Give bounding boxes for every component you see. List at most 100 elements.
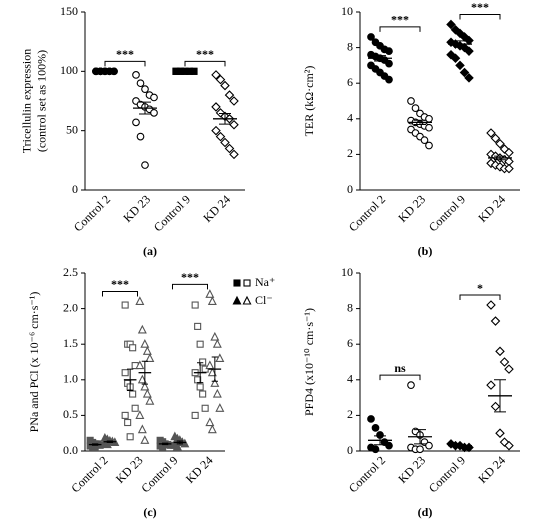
- y-axis-label: Tricellulin expression: [19, 49, 33, 154]
- significance-bracket: [102, 290, 138, 297]
- x-tick-label: KD 23: [395, 192, 428, 225]
- panel-label: (c): [143, 505, 156, 519]
- point: [229, 96, 239, 106]
- y-tick-label: 100: [60, 63, 78, 77]
- y-tick-label: 2.0: [63, 300, 78, 314]
- point: [490, 401, 501, 412]
- error-bar: [141, 360, 148, 385]
- significance-label: ***: [116, 47, 134, 61]
- point: [495, 138, 505, 149]
- legend-label: Na⁺: [255, 275, 275, 289]
- panel-label: (a): [143, 244, 157, 258]
- point: [486, 380, 496, 390]
- point: [207, 296, 217, 306]
- y-tick-label: 10: [341, 4, 353, 18]
- point: [207, 367, 217, 377]
- point: [490, 133, 501, 144]
- panel-label: (b): [418, 244, 433, 258]
- point: [145, 395, 155, 405]
- point: [212, 338, 222, 348]
- error-bar: [176, 440, 183, 445]
- significance-bracket: [184, 60, 226, 67]
- x-tick-label: KD 24: [475, 453, 508, 486]
- point: [121, 301, 129, 309]
- y-axis-label: PFD4 (x10⁻¹⁰ cm·s⁻¹): [302, 308, 316, 416]
- point: [102, 439, 112, 449]
- x-tick-label: KD 23: [113, 453, 146, 486]
- x-tick-label: KD 24: [475, 192, 508, 225]
- point: [124, 418, 132, 427]
- point: [420, 136, 429, 145]
- point: [407, 381, 415, 389]
- point: [490, 316, 501, 326]
- significance-label: ***: [196, 47, 214, 61]
- y-tick-label: 0: [347, 182, 353, 196]
- y-tick-label: 4: [347, 372, 353, 386]
- significance-bracket: [172, 283, 208, 290]
- point: [205, 360, 215, 370]
- point: [215, 131, 226, 142]
- point: [504, 440, 514, 451]
- point: [224, 143, 235, 154]
- point: [121, 411, 129, 419]
- y-tick-label: 150: [60, 4, 78, 18]
- point: [215, 403, 225, 412]
- x-tick-label: Control 2: [346, 192, 388, 234]
- point: [243, 279, 251, 287]
- point: [504, 163, 514, 174]
- point: [464, 46, 474, 56]
- point: [141, 161, 149, 169]
- error-bar: [374, 435, 386, 446]
- point: [224, 90, 235, 100]
- point: [211, 70, 221, 80]
- point: [150, 93, 158, 102]
- point: [411, 104, 420, 112]
- point: [137, 374, 147, 384]
- point: [210, 331, 220, 341]
- point: [455, 60, 465, 71]
- point: [137, 324, 147, 334]
- point: [141, 85, 149, 93]
- point: [180, 438, 190, 448]
- y-tick-label: 0.0: [63, 443, 78, 457]
- point: [132, 118, 140, 127]
- point: [371, 424, 380, 432]
- error-bar: [162, 442, 169, 446]
- y-tick-label: 1.5: [63, 336, 78, 350]
- significance-bracket: [459, 294, 501, 301]
- x-tick-label: Control 9: [426, 192, 468, 234]
- point: [205, 417, 215, 427]
- point: [367, 415, 375, 423]
- x-tick-label: KD 24: [200, 192, 233, 225]
- point: [136, 79, 145, 88]
- point: [220, 80, 230, 91]
- significance-label: ***: [111, 277, 129, 291]
- point: [140, 381, 150, 391]
- x-tick-label: Control 9: [138, 453, 180, 495]
- point: [136, 132, 145, 141]
- significance-label: ***: [471, 0, 489, 14]
- point: [450, 53, 461, 64]
- y-tick-label: 4: [347, 111, 353, 125]
- error-bar: [211, 356, 218, 382]
- point: [135, 360, 145, 370]
- significance-label: ***: [181, 270, 199, 284]
- y-tick-label: 6: [347, 336, 353, 350]
- point: [191, 301, 199, 309]
- y-tick-label: 0: [347, 443, 353, 457]
- error-bar: [374, 55, 386, 62]
- point: [129, 390, 137, 398]
- point: [215, 74, 226, 85]
- point: [140, 338, 150, 348]
- point: [172, 441, 182, 451]
- x-tick-label: KD 23: [120, 192, 153, 225]
- significance-bracket: [459, 13, 501, 20]
- point: [229, 119, 239, 130]
- point: [196, 383, 204, 391]
- error-bar: [414, 429, 426, 445]
- y-tick-label: 50: [66, 122, 78, 136]
- y-tick-label: 8: [347, 300, 353, 314]
- point: [199, 390, 207, 398]
- error-bar: [454, 40, 466, 48]
